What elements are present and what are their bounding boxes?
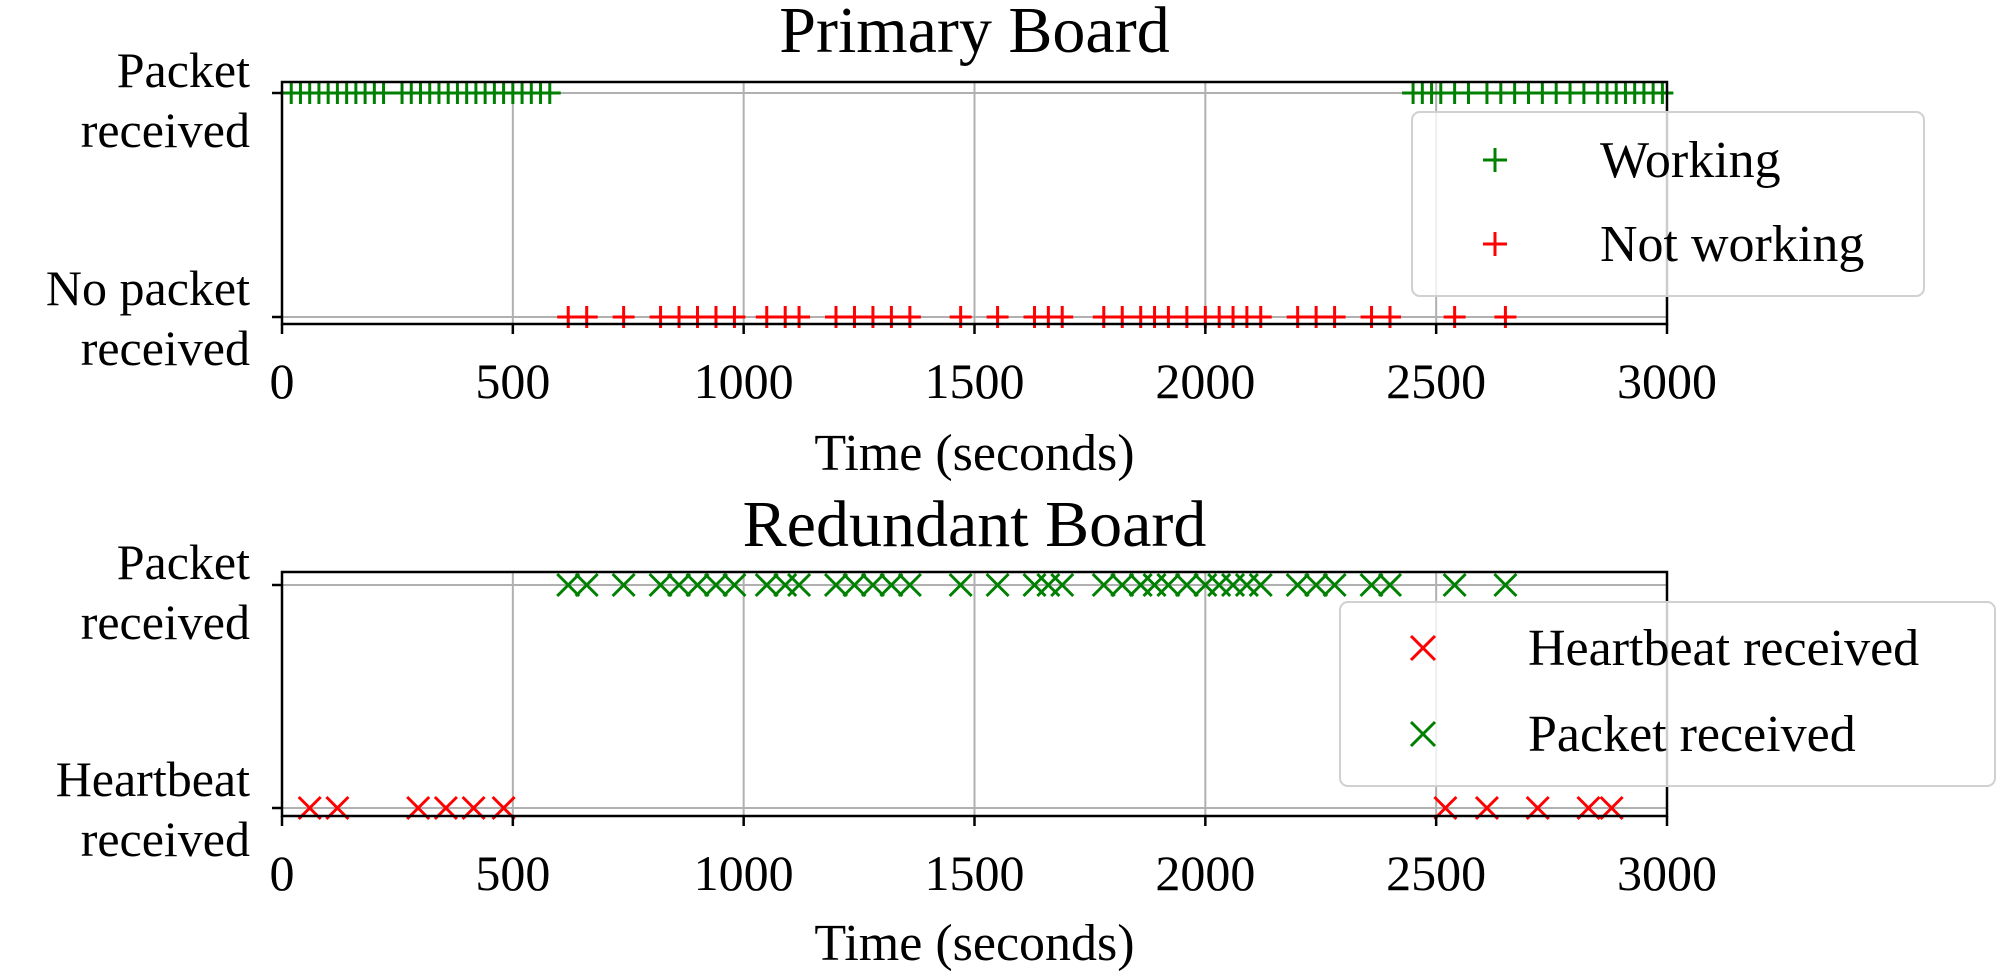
legend-marker [1483, 232, 1507, 256]
x-tick-label: 0 [270, 845, 295, 901]
y-tick-label: received [81, 594, 250, 650]
data-point [842, 572, 867, 598]
data-point [860, 572, 885, 598]
data-point [1156, 572, 1181, 598]
legend-marker [1483, 148, 1507, 172]
data-point [556, 572, 581, 598]
y-tick-label: received [81, 811, 250, 867]
data-point [1651, 82, 1674, 104]
legend-marker [1409, 720, 1437, 748]
x-tick-label: 0 [270, 353, 295, 409]
x-tick-label: 3000 [1617, 353, 1717, 409]
data-point [1050, 572, 1075, 598]
legend-marker [1409, 634, 1437, 662]
data-point [574, 572, 599, 598]
data-point [1359, 572, 1384, 598]
data-point [1248, 572, 1273, 598]
x-tick-label: 1000 [694, 353, 794, 409]
legend: Heartbeat received Packet received [1339, 601, 1996, 787]
data-point [823, 572, 849, 598]
data-point [1091, 572, 1116, 598]
data-point [985, 572, 1010, 598]
x-tick-label: 2000 [1155, 845, 1255, 901]
chart-title: Primary Board [779, 0, 1169, 67]
data-point [372, 82, 395, 104]
legend-label: Working [1600, 132, 1781, 189]
legend-box [1411, 111, 1925, 297]
x-tick-label: 2500 [1386, 845, 1486, 901]
data-point [538, 82, 561, 104]
data-point [1174, 572, 1199, 598]
data-point [611, 572, 636, 598]
legend-label: Heartbeat received [1528, 620, 1919, 677]
data-point [897, 572, 922, 598]
data-point [754, 572, 779, 598]
x-tick-label: 1500 [925, 353, 1025, 409]
y-tick-label: Packet [117, 42, 250, 98]
data-point [948, 572, 973, 598]
x-tick-label: 1000 [694, 845, 794, 901]
data-point [1304, 572, 1329, 598]
data-point [1322, 572, 1347, 598]
x-axis-label: Time (seconds) [814, 915, 1134, 972]
data-point [1457, 82, 1480, 104]
x-tick-label: 2000 [1155, 353, 1255, 409]
y-tick-label: received [81, 102, 250, 158]
x-tick-label: 2500 [1386, 353, 1486, 409]
data-point [703, 572, 729, 598]
panel-redundant [272, 570, 1669, 826]
data-point [879, 572, 904, 598]
data-point [685, 572, 710, 598]
y-tick-label: No packet [46, 260, 250, 316]
data-point [722, 572, 747, 598]
data-point [787, 572, 812, 598]
legend-label: Packet received [1528, 706, 1856, 763]
x-tick-label: 500 [475, 353, 550, 409]
data-point [648, 572, 673, 598]
data-point [1493, 572, 1518, 598]
y-tick-label: received [81, 320, 250, 376]
series-packet-received [556, 572, 1518, 598]
legend: Working Not working [1411, 111, 1925, 297]
data-point [1285, 572, 1310, 598]
data-point [1377, 572, 1403, 598]
x-tick-label: 500 [475, 845, 550, 901]
y-tick-label: Heartbeat [56, 751, 250, 807]
data-point [1110, 572, 1135, 598]
x-tick-label: 3000 [1617, 845, 1717, 901]
chart-title: Redundant Board [743, 488, 1207, 561]
series-working [280, 82, 1674, 104]
y-tick-label: Packet [117, 534, 250, 590]
x-tick-label: 1500 [925, 845, 1025, 901]
legend-box [1339, 601, 1996, 787]
legend-label: Not working [1600, 216, 1864, 273]
x-axis-label: Time (seconds) [814, 425, 1134, 482]
data-point [1442, 572, 1467, 598]
data-point [666, 572, 692, 598]
